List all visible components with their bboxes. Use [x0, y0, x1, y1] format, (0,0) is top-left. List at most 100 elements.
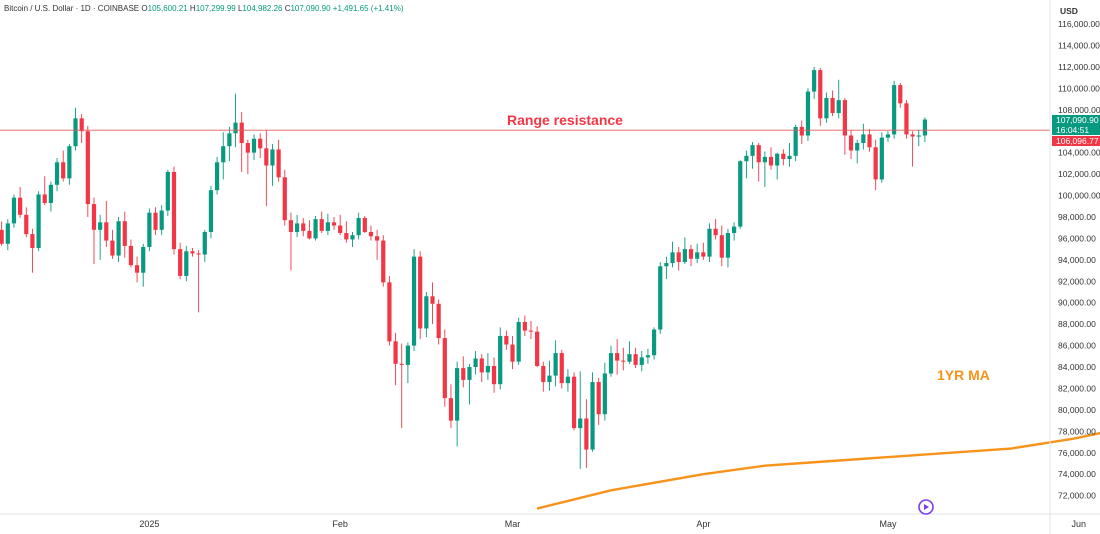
candle-body [873, 147, 878, 180]
candle-body [910, 134, 915, 137]
candle [805, 88, 811, 141]
candle-body [479, 358, 484, 373]
candle [381, 235, 386, 287]
candle [128, 239, 134, 268]
candle [775, 152, 780, 180]
candle [824, 92, 829, 123]
candle-body [270, 149, 275, 166]
candle-body [781, 153, 786, 160]
candle-body [214, 162, 220, 191]
candle-body [245, 142, 250, 153]
candle-body [473, 358, 478, 368]
candle-body [0, 229, 4, 244]
y-tick-label: 82,000.00 [1058, 383, 1096, 393]
candle-body [251, 138, 257, 153]
candle-body [104, 222, 109, 241]
candle-body [184, 251, 189, 276]
y-tick-label: 102,000.00 [1058, 169, 1100, 179]
candle [621, 347, 626, 371]
candle [338, 214, 343, 236]
candle [301, 218, 306, 237]
x-tick-label: Apr [696, 519, 710, 529]
candle [793, 124, 798, 162]
candle-body [848, 135, 854, 151]
candle-body [922, 119, 928, 136]
candle-body [867, 134, 872, 148]
candle-body [855, 142, 860, 151]
candle-body [30, 234, 35, 249]
candle [467, 363, 472, 405]
candle-body [202, 231, 207, 255]
candle-body [768, 156, 774, 166]
candle [479, 354, 484, 383]
candle-body [319, 219, 324, 231]
candle [0, 221, 4, 246]
price-axis: 72,000.00 74,000.00 76,000.00 78,000.00 80,0… [1058, 19, 1100, 501]
y-tick-label: 96,000.00 [1058, 233, 1096, 243]
candle [547, 360, 552, 391]
candle [541, 361, 546, 392]
candle-body [399, 363, 404, 365]
candle [744, 150, 749, 179]
y-tick-label: 108,000.00 [1058, 105, 1100, 115]
candle [196, 250, 201, 313]
candle [98, 214, 103, 260]
candle [922, 117, 928, 143]
candle-body [775, 153, 780, 166]
candle [159, 205, 164, 236]
candle-body [658, 266, 663, 330]
candle-body [812, 70, 817, 92]
candle [91, 197, 97, 265]
candle [602, 362, 607, 421]
candle-body [448, 398, 454, 421]
candle-body [467, 367, 472, 380]
replay-icon[interactable] [918, 499, 934, 515]
candle [651, 327, 657, 360]
candle [239, 111, 244, 172]
candle [670, 241, 675, 268]
candle-body [633, 354, 638, 365]
candle [633, 347, 638, 369]
candle [319, 211, 324, 234]
candle [461, 356, 466, 388]
candle-body [571, 376, 577, 429]
x-tick-label: Mar [505, 519, 521, 529]
candle [233, 93, 238, 148]
candle [368, 225, 374, 241]
candle [165, 169, 170, 216]
candle-body [688, 249, 694, 259]
candle-body [578, 418, 583, 429]
candle-body [134, 265, 140, 273]
candle-body [590, 382, 595, 450]
candle-body [861, 134, 866, 143]
candle-body [504, 335, 509, 345]
candle [682, 237, 687, 265]
candle-body [916, 135, 921, 137]
candle-body [842, 100, 847, 136]
candle [85, 125, 90, 217]
candle-body [535, 331, 540, 366]
y-tick-label: 74,000.00 [1058, 469, 1096, 479]
candle [418, 251, 423, 340]
candle [307, 220, 312, 240]
candle-body [233, 122, 238, 134]
candle [639, 350, 644, 372]
candle-body [282, 177, 287, 221]
candle [42, 176, 47, 206]
candle [498, 327, 503, 390]
candle-body [898, 85, 903, 104]
candle [399, 343, 404, 429]
candle-body [91, 204, 97, 230]
x-tick-label: Feb [332, 519, 348, 529]
candle [141, 243, 146, 287]
candle [750, 141, 755, 169]
candle-body [54, 162, 60, 185]
candle [485, 353, 490, 380]
x-tick-label: 2025 [139, 519, 159, 529]
candle-body [695, 252, 700, 259]
open-value: 105,600.21 [147, 4, 188, 13]
candle [584, 399, 589, 468]
candle-body [491, 365, 497, 385]
candle [282, 169, 287, 226]
